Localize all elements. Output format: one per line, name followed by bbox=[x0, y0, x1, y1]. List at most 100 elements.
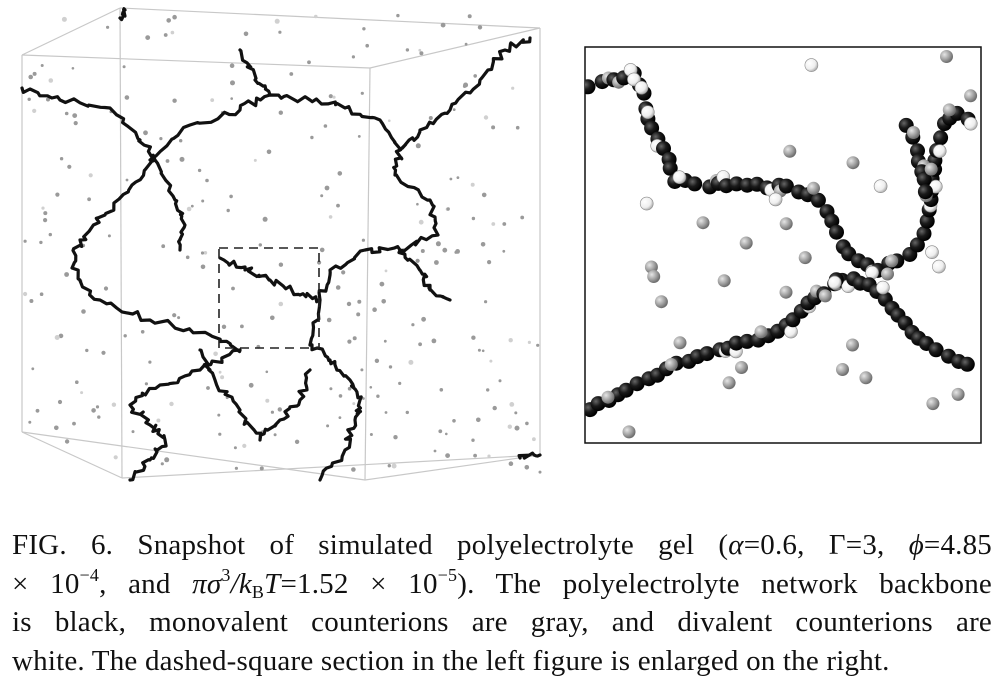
counterion-dot bbox=[274, 18, 280, 24]
counterion-dot bbox=[48, 78, 54, 83]
counterion-dot bbox=[489, 359, 493, 363]
counterion-dot bbox=[347, 339, 352, 344]
counterion-dot bbox=[391, 463, 397, 469]
counterion-dot bbox=[243, 31, 249, 37]
counterion-dot bbox=[307, 60, 311, 65]
counterion-dot bbox=[374, 358, 380, 363]
counterion-dot bbox=[388, 119, 391, 122]
counterion-dot bbox=[352, 402, 356, 406]
counterion-dot bbox=[481, 192, 487, 198]
counterion-dot bbox=[341, 270, 346, 275]
counterion-dot bbox=[218, 370, 222, 374]
backbone-chain bbox=[397, 248, 452, 302]
counterion-dot bbox=[75, 380, 79, 385]
counterion-dot bbox=[23, 239, 27, 243]
counterion-dot bbox=[347, 386, 352, 391]
caption-line-4: white. The dashed-square section in the … bbox=[12, 644, 890, 677]
counterion-dot bbox=[337, 171, 343, 176]
backbone-bead bbox=[919, 213, 935, 229]
counterion-dot bbox=[179, 139, 183, 143]
monovalent-counterion bbox=[951, 387, 965, 401]
counterion-dot bbox=[265, 370, 269, 374]
backbone-bead bbox=[829, 224, 844, 240]
monovalent-counterion bbox=[779, 285, 793, 299]
counterion-dot bbox=[270, 410, 274, 414]
counterion-dot bbox=[101, 350, 106, 355]
counterion-dot bbox=[72, 113, 78, 118]
counterion-dot bbox=[107, 234, 111, 238]
counterion-dot bbox=[360, 91, 364, 95]
counterion-dot bbox=[452, 108, 456, 111]
counterion-dot bbox=[87, 197, 91, 202]
counterion-dot bbox=[201, 199, 205, 203]
counterion-dot bbox=[388, 365, 393, 369]
counterion-dot bbox=[148, 360, 152, 364]
counterion-dot bbox=[326, 424, 330, 428]
counterion-dot bbox=[64, 439, 70, 444]
counterion-dot bbox=[123, 334, 127, 338]
counterion-dot bbox=[477, 348, 481, 352]
backbone-bead bbox=[916, 171, 932, 187]
counterion-dot bbox=[486, 388, 490, 392]
counterion-dot bbox=[357, 299, 362, 304]
counterion-dot bbox=[185, 255, 190, 260]
backbone-bead bbox=[959, 356, 975, 372]
backbone-bead bbox=[662, 160, 678, 176]
counterion-dot bbox=[59, 157, 64, 161]
counterion-dot bbox=[498, 379, 502, 383]
counterion-dot bbox=[54, 335, 60, 340]
counterion-dot bbox=[336, 203, 340, 208]
counterion-dot bbox=[435, 241, 441, 247]
counterion-dot bbox=[95, 405, 100, 409]
counterion-dot bbox=[326, 317, 332, 323]
counterion-dot bbox=[538, 470, 542, 474]
monovalent-counterion bbox=[881, 267, 894, 281]
counterion-dot bbox=[170, 30, 175, 35]
counterion-dot bbox=[464, 42, 468, 46]
caption-line-1: FIG. 6. Snapshot of simulated polyelectr… bbox=[12, 529, 993, 561]
counterion-dot bbox=[338, 416, 342, 419]
counterion-dot bbox=[169, 401, 174, 407]
counterion-dot bbox=[165, 159, 170, 163]
counterion-dot bbox=[48, 232, 52, 237]
counterion-dot bbox=[320, 194, 324, 198]
counterion-dot bbox=[57, 399, 63, 405]
counterion-dot bbox=[229, 194, 233, 199]
backbone-bead bbox=[687, 176, 703, 192]
monovalent-counterion bbox=[798, 251, 812, 265]
counterion-dot bbox=[393, 435, 398, 440]
counterion-dot bbox=[230, 97, 233, 100]
counterion-dot bbox=[476, 417, 481, 423]
counterion-dot bbox=[415, 258, 420, 263]
counterion-dot bbox=[28, 74, 33, 80]
backbone-bead bbox=[585, 79, 596, 95]
counterion-dot bbox=[310, 135, 314, 140]
counterion-dot bbox=[233, 446, 237, 450]
counterion-dot bbox=[415, 143, 421, 149]
counterion-dot bbox=[360, 368, 364, 372]
monovalent-counterion bbox=[846, 156, 860, 170]
monovalent-counterion bbox=[836, 363, 849, 376]
counterion-dot bbox=[515, 125, 520, 130]
counterion-dot bbox=[351, 467, 356, 472]
box-edges bbox=[21, 7, 541, 481]
monovalent-counterion bbox=[885, 254, 899, 268]
counterion-dot bbox=[317, 260, 322, 265]
counterion-dot bbox=[379, 281, 385, 287]
backbone-bead bbox=[917, 184, 933, 200]
counterion-dot bbox=[61, 16, 67, 22]
counterion-dot bbox=[332, 95, 336, 99]
counterion-dot bbox=[229, 63, 235, 68]
counterion-dot bbox=[172, 14, 177, 20]
counterion-dot bbox=[23, 291, 28, 297]
counterion-dot bbox=[253, 158, 257, 162]
monovalent-counterion bbox=[735, 361, 748, 374]
divalent-counterion bbox=[865, 265, 879, 280]
counterion-dot bbox=[41, 206, 45, 210]
counterion-dot bbox=[231, 286, 235, 291]
counterion-dot bbox=[362, 27, 366, 31]
counterion-dot bbox=[381, 299, 387, 304]
backbone-chain bbox=[128, 348, 242, 482]
counterion-dot bbox=[445, 453, 450, 458]
divalent-counterion bbox=[639, 196, 654, 211]
